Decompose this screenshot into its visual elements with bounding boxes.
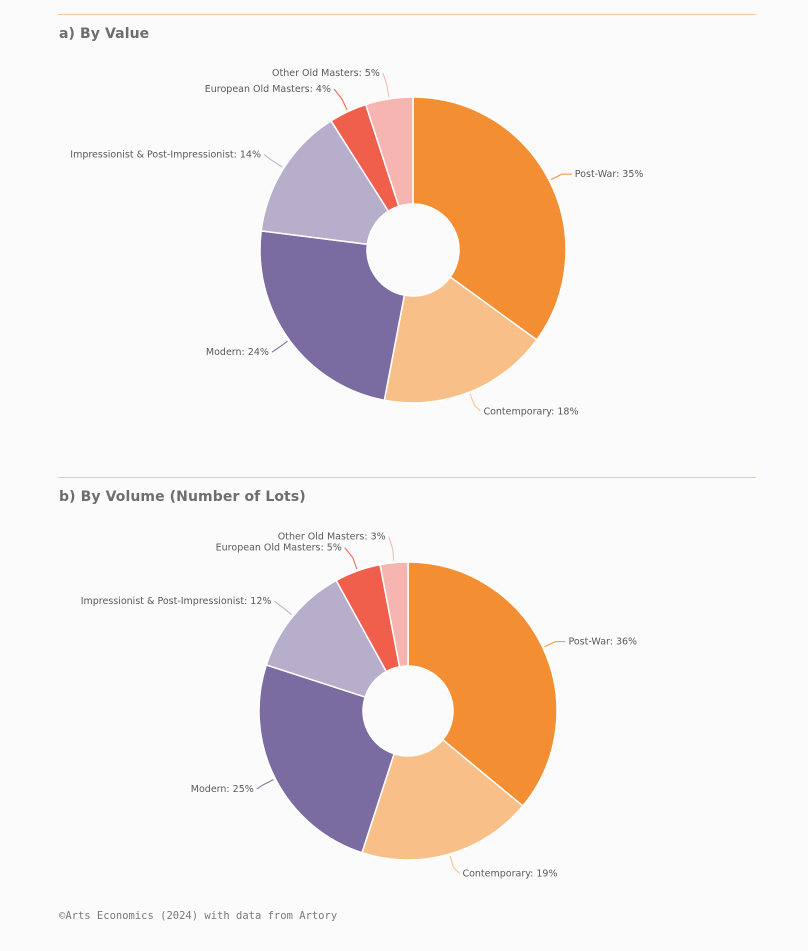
leader-line-other-old-masters xyxy=(388,536,395,561)
leader-line-impressionist xyxy=(274,600,292,616)
label-other-old-masters: Other Old Masters: 3% xyxy=(278,532,386,543)
slice-contemporary xyxy=(361,738,524,861)
label-impressionist: Impressionist & Post-Impressionist: 12% xyxy=(81,596,272,607)
leader-line-contemporary xyxy=(469,393,481,412)
leader-line-post-war xyxy=(550,173,572,181)
slice-modern xyxy=(258,664,396,854)
slice-impressionist xyxy=(260,119,390,246)
label-contemporary: Contemporary: 19% xyxy=(462,869,557,880)
panel-b-title: b) By Volume (Number of Lots) xyxy=(59,489,306,505)
leader-line-european-old-masters xyxy=(333,88,348,110)
slice-post-war xyxy=(407,561,558,808)
label-impressionist: Impressionist & Post-Impressionist: 14% xyxy=(70,150,261,161)
slice-other-old-masters xyxy=(364,96,414,208)
label-modern: Modern: 25% xyxy=(191,784,254,795)
top-divider xyxy=(58,14,756,15)
leader-line-contemporary xyxy=(449,855,460,874)
label-post-war: Post-War: 36% xyxy=(568,637,637,648)
label-european-old-masters: European Old Masters: 4% xyxy=(205,84,331,95)
middle-divider xyxy=(58,477,756,478)
slice-modern xyxy=(259,229,406,402)
panel-a-title: a) By Value xyxy=(59,26,150,42)
label-post-war: Post-War: 35% xyxy=(575,169,644,180)
leader-line-modern xyxy=(271,340,288,353)
donut-chart-by-volume: Post-War: 36% Contemporary: 19% Modern: 25… xyxy=(81,532,637,880)
leader-line-modern xyxy=(256,779,274,790)
source-footnote: ©Arts Economics (2024) with data from Ar… xyxy=(59,910,338,922)
slice-contemporary xyxy=(383,275,538,404)
leader-line-other-old-masters xyxy=(382,72,390,97)
label-modern: Modern: 24% xyxy=(206,347,269,358)
slice-impressionist xyxy=(265,579,388,699)
donut-chart-by-value: Post-War: 35% Contemporary: 18% Modern: 24… xyxy=(70,68,644,417)
leader-line-post-war xyxy=(544,641,566,648)
label-contemporary: Contemporary: 18% xyxy=(483,406,578,417)
label-european-old-masters: European Old Masters: 5% xyxy=(216,543,342,554)
slice-other-old-masters xyxy=(379,561,409,668)
slice-post-war xyxy=(412,96,567,341)
leader-line-impressionist xyxy=(263,154,283,168)
leader-line-european-old-masters xyxy=(344,547,358,570)
label-other-old-masters: Other Old Masters: 5% xyxy=(272,68,380,79)
